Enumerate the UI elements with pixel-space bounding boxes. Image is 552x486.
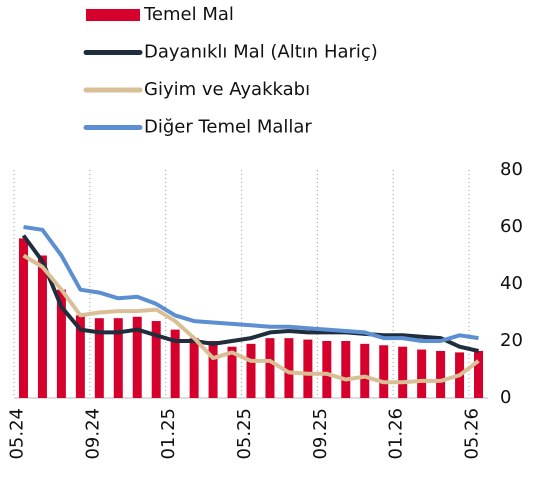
bar [265, 338, 275, 398]
bar [189, 338, 199, 398]
line [21, 234, 479, 353]
bar [132, 316, 142, 398]
bar [18, 238, 28, 398]
bar [284, 338, 294, 398]
bar [360, 343, 370, 398]
bar [398, 346, 408, 398]
bar [227, 346, 237, 398]
bar [151, 321, 161, 398]
y-tick-label: 80 [500, 159, 523, 180]
x-tick-label: 01.25 [158, 408, 179, 460]
bar [37, 255, 47, 398]
bar [170, 329, 180, 398]
y-tick-label: 0 [500, 387, 511, 408]
y-tick-label: 40 [500, 273, 523, 294]
legend-swatch [86, 9, 140, 21]
bar [417, 349, 427, 398]
bar [322, 341, 332, 398]
bar [246, 343, 256, 398]
x-tick-label: 09.24 [82, 408, 103, 460]
bar [94, 318, 104, 398]
bar [56, 289, 66, 398]
x-tick-label: 01.26 [386, 408, 407, 460]
bar [303, 339, 313, 398]
x-tick-label: 05.26 [462, 408, 483, 460]
x-tick-label: 09.25 [310, 408, 331, 460]
line [23, 225, 479, 343]
x-tick-label: 05.24 [6, 408, 27, 460]
legend-label: Giyim ve Ayakkabı [144, 79, 310, 100]
bar [113, 318, 123, 398]
bar [75, 315, 85, 398]
legend-label: Temel Mal [143, 4, 234, 25]
bar [474, 350, 484, 398]
line [22, 253, 480, 385]
legend-label: Diğer Temel Mallar [144, 117, 312, 138]
bar [379, 345, 389, 398]
y-tick-label: 20 [500, 330, 523, 351]
bar [208, 341, 218, 398]
x-tick-label: 05.25 [234, 408, 255, 460]
bar [436, 350, 446, 398]
bar [341, 341, 351, 398]
legend-label: Dayanıklı Mal (Altın Hariç) [144, 42, 378, 63]
y-tick-label: 60 [500, 216, 523, 237]
